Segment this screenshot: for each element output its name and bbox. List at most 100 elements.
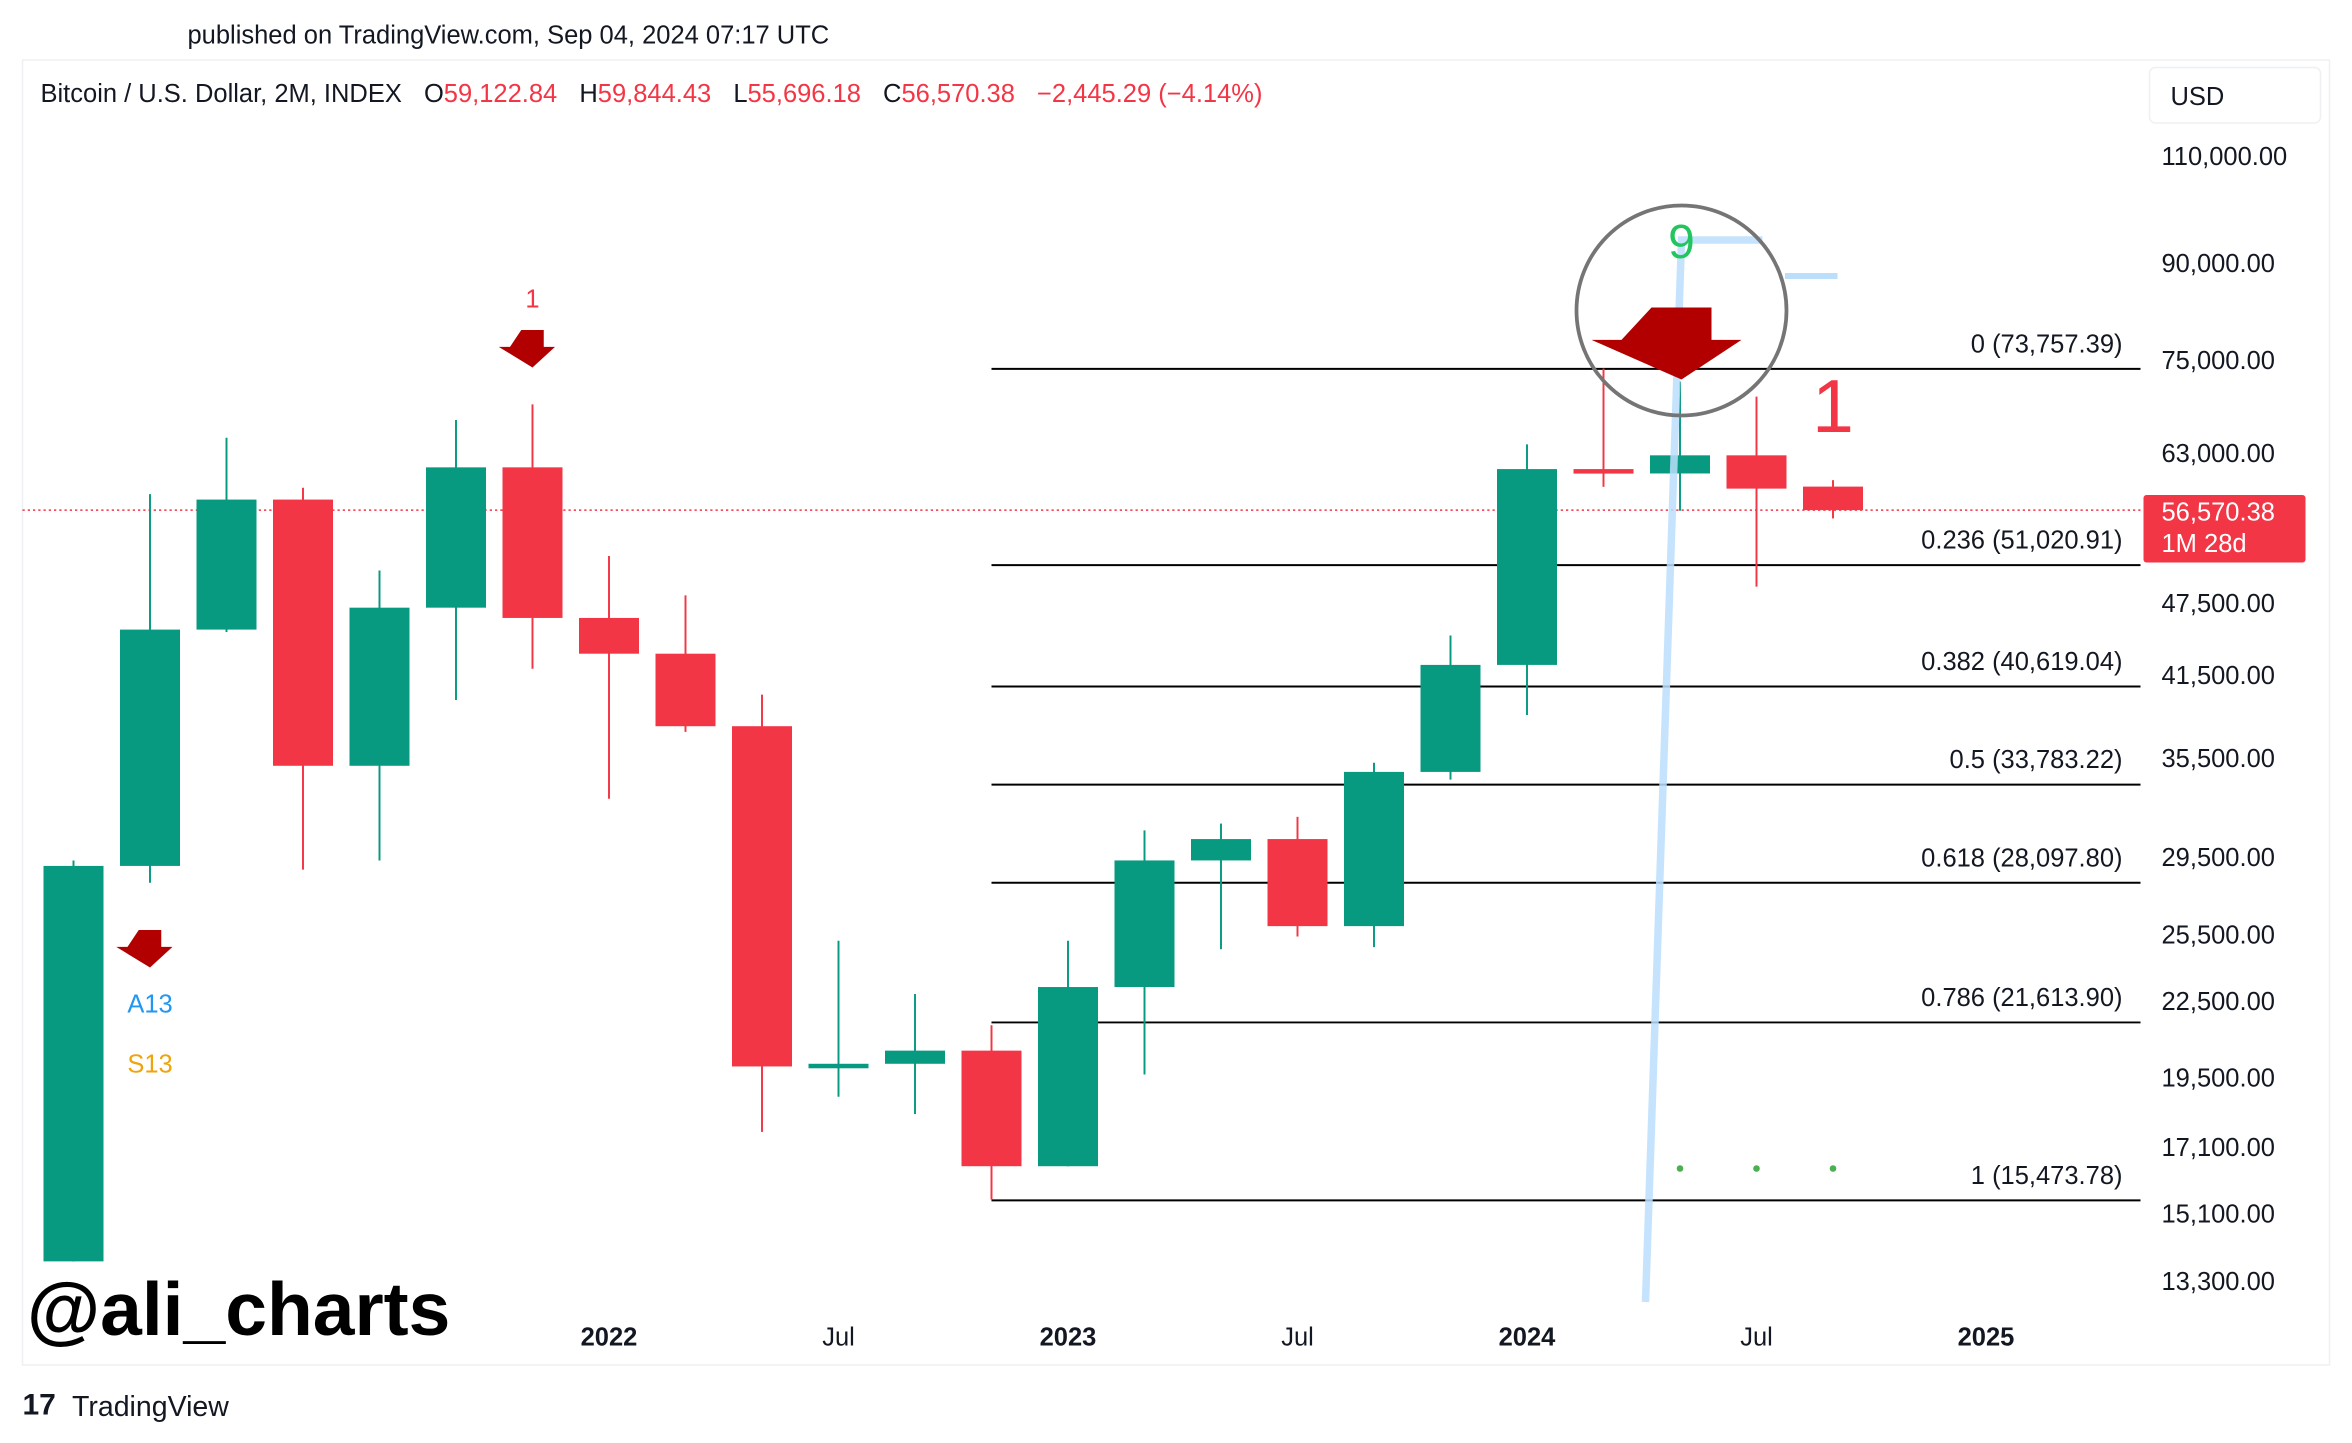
y-tick-label: 63,000.00 xyxy=(2162,440,2275,468)
candle xyxy=(1344,762,1404,948)
high-value: 59,844.43 xyxy=(598,80,711,108)
s13-label: S13 xyxy=(127,1051,172,1079)
candle-body xyxy=(502,467,563,618)
big-down-arrow-icon xyxy=(1591,307,1742,380)
candle xyxy=(1267,816,1328,937)
candle xyxy=(1803,480,1863,519)
candle xyxy=(273,487,333,870)
candle xyxy=(1726,396,1787,587)
plot-area[interactable]: 0 (73,757.39) 0.236 (51,020.91) 0.382 (40,… xyxy=(22,203,2141,1303)
candle-body xyxy=(1497,469,1557,665)
currency-label: USD xyxy=(2171,83,2225,111)
high-label: H xyxy=(579,80,597,108)
trendline xyxy=(1641,236,1763,1303)
a13-label: A13 xyxy=(127,991,172,1019)
candle xyxy=(502,404,563,669)
candle-body xyxy=(120,629,180,866)
candle-body xyxy=(808,1063,869,1069)
y-tick-label: 47,500.00 xyxy=(2162,590,2275,618)
fib-label: 0.5 (33,783.22) xyxy=(1950,746,2123,774)
last-price-tag: 56,570.38 1M 28d xyxy=(2143,495,2306,563)
signal-dot xyxy=(1829,1165,1837,1172)
candle xyxy=(43,860,104,1262)
x-tick-label: Jul xyxy=(1740,1324,1773,1352)
candle-body xyxy=(885,1050,945,1064)
candle-body xyxy=(1573,469,1634,474)
candle xyxy=(1038,940,1098,1167)
candle-body xyxy=(1191,839,1251,861)
candle xyxy=(1114,830,1175,1075)
candle xyxy=(120,494,180,883)
footer-brand: TradingView xyxy=(72,1391,229,1423)
candle-body xyxy=(273,499,333,766)
candle xyxy=(1497,444,1557,716)
fib-label: 0.236 (51,020.91) xyxy=(1921,527,2122,555)
down-arrow-icon xyxy=(116,930,173,968)
candle xyxy=(655,595,716,732)
candle-body xyxy=(43,865,104,1262)
y-tick-label: 19,500.00 xyxy=(2162,1064,2275,1092)
candle xyxy=(1420,635,1481,780)
y-tick-label: 15,100.00 xyxy=(2162,1200,2275,1228)
y-tick-label: 13,300.00 xyxy=(2162,1268,2275,1296)
candle-body xyxy=(349,607,410,766)
candle xyxy=(426,420,486,701)
axes: 110,000.00 90,000.00 75,000.00 63,000.00 47,… xyxy=(581,143,2306,1352)
x-tick-label: Jul xyxy=(822,1324,855,1352)
signal-dot xyxy=(1753,1165,1760,1172)
low-label: L xyxy=(733,80,747,108)
y-tick-label: 17,100.00 xyxy=(2162,1134,2275,1162)
last-price-value: 56,570.38 xyxy=(2162,499,2275,527)
candle-body xyxy=(1038,987,1098,1167)
x-tick-label: 2023 xyxy=(1040,1324,1097,1352)
setup-9-label: 9 xyxy=(1668,216,1695,269)
fib-label: 0.382 (40,619.04) xyxy=(1921,648,2122,676)
watermark: @ali_charts xyxy=(27,1267,450,1351)
y-tick-label: 110,000.00 xyxy=(2162,143,2288,171)
candle xyxy=(961,1025,1022,1200)
change-value: −2,445.29 (−4.14%) xyxy=(1037,80,1262,108)
close-label: C xyxy=(883,80,901,108)
tradingview-logo[interactable]: 17 TradingView xyxy=(23,1389,230,1424)
symbol-title[interactable]: Bitcoin / U.S. Dollar, 2M, INDEX xyxy=(41,80,402,108)
y-tick-label: 90,000.00 xyxy=(2162,250,2275,278)
candle xyxy=(579,555,639,799)
candle-body xyxy=(1114,860,1175,988)
candle-body xyxy=(1726,455,1787,489)
y-tick-label: 22,500.00 xyxy=(2162,988,2275,1016)
candle-body xyxy=(1650,455,1710,474)
fib-label: 0 (73,757.39) xyxy=(1971,330,2123,358)
x-tick-label: 2025 xyxy=(1958,1324,2015,1352)
highlight-circle xyxy=(1574,203,1789,418)
fib-label: 1 (15,473.78) xyxy=(1971,1162,2123,1190)
candle xyxy=(1573,368,1634,487)
y-tick-label: 29,500.00 xyxy=(2162,844,2275,872)
symbol-legend: Bitcoin / U.S. Dollar, 2M, INDEX O59,122… xyxy=(41,80,1263,108)
candle-body xyxy=(1267,839,1328,927)
y-tick-label: 75,000.00 xyxy=(2162,347,2275,375)
x-tick-label: 2022 xyxy=(581,1324,638,1352)
candle xyxy=(196,437,257,632)
currency-button[interactable]: USD xyxy=(2148,66,2322,124)
open-label: O xyxy=(424,80,444,108)
candle xyxy=(1650,381,1710,511)
candle-body xyxy=(655,653,716,727)
candle-body xyxy=(196,499,257,630)
candle-body xyxy=(1344,771,1404,927)
bar-countdown: 1M 28d xyxy=(2162,530,2247,558)
candle-body xyxy=(579,617,639,654)
candle xyxy=(885,994,945,1114)
candle-body xyxy=(1420,664,1481,772)
candle-body xyxy=(732,726,792,1067)
down-arrow-icon xyxy=(498,330,555,368)
candle-body xyxy=(961,1050,1022,1167)
sell-count-label: 1 xyxy=(525,286,539,314)
sell-count-label-large: 1 xyxy=(1812,364,1854,448)
low-value: 55,696.18 xyxy=(748,80,861,108)
chart-frame xyxy=(21,59,2331,1366)
candle xyxy=(1191,823,1251,950)
candle xyxy=(808,940,869,1097)
candle-body xyxy=(1803,486,1863,511)
close-value: 56,570.38 xyxy=(901,80,1014,108)
